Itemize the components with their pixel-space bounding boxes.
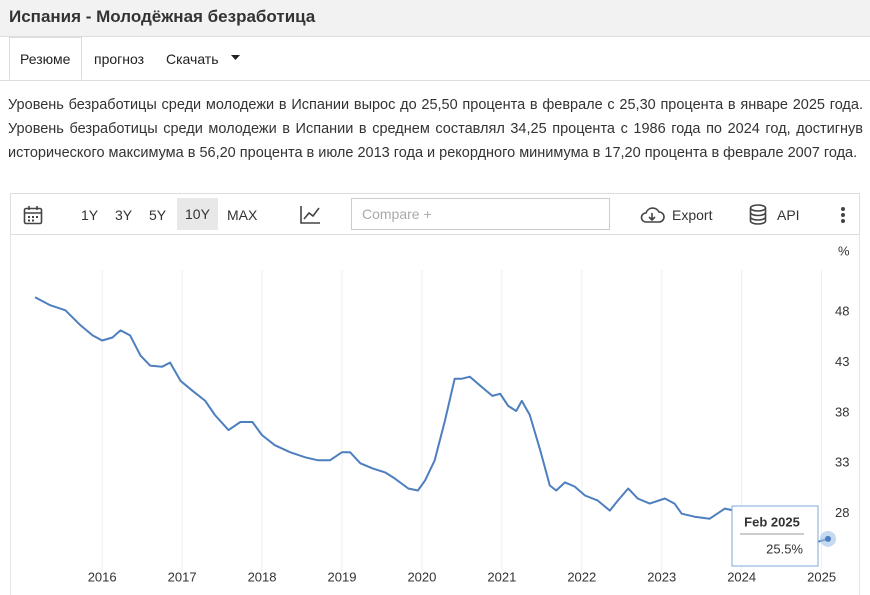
tab[interactable]: Скачать [166, 51, 219, 67]
tooltip-value: 25.5% [766, 541, 803, 556]
unit-label: % [838, 243, 850, 258]
y-tick-label: 38 [835, 404, 849, 419]
api-icon[interactable] [749, 204, 767, 226]
x-tick-label: 2020 [407, 569, 436, 584]
summary-text: Уровень безработицы среди молодежи в Исп… [8, 97, 863, 161]
x-tick-label: 2019 [328, 569, 357, 584]
range-button[interactable]: 10Y [177, 198, 218, 230]
x-tick-label: 2024 [727, 569, 756, 584]
x-tick-label: 2023 [647, 569, 676, 584]
chart-type-icon[interactable] [299, 205, 321, 225]
export-icon[interactable] [639, 205, 665, 225]
title-bar: Испания - Молодёжная безработица [0, 0, 870, 37]
x-tick-label: 2016 [88, 569, 117, 584]
compare-input[interactable]: Compare + [351, 198, 610, 230]
x-tick-label: 2018 [248, 569, 277, 584]
x-tick-label: 2021 [487, 569, 516, 584]
x-tick-label: 2025 [807, 569, 836, 584]
active-tab-box [9, 37, 82, 80]
y-tick-label: 28 [835, 505, 849, 520]
range-button[interactable]: MAX [227, 207, 258, 223]
range-button[interactable]: 1Y [81, 207, 99, 223]
hover-point-core [825, 535, 831, 542]
y-tick-label: 33 [835, 455, 849, 470]
chart-frame [10, 235, 860, 595]
tab[interactable]: Резюме [20, 51, 71, 67]
dropdown-caret [231, 55, 240, 60]
calendar-icon[interactable] [23, 205, 43, 225]
page-title: Испания - Молодёжная безработица [9, 7, 316, 26]
x-tick-label: 2017 [168, 569, 197, 584]
y-tick-label: 48 [835, 304, 849, 319]
export-button[interactable]: Export [672, 207, 713, 223]
range-button[interactable]: 5Y [149, 207, 167, 223]
data-line [34, 296, 829, 544]
tooltip-box [731, 505, 819, 567]
more-icon[interactable] [840, 206, 846, 224]
range-button[interactable]: 3Y [115, 207, 133, 223]
tooltip-title: Feb 2025 [744, 514, 800, 529]
chart-toolbar: 1Y 3Y 5Y 10Y MAX Compare + Export API [10, 193, 860, 235]
y-tick-label: 43 [835, 354, 849, 369]
tab-bar: Резюме прогноз Скачать [0, 37, 870, 81]
chart: % 28 33 38 43 48 2016 2017 2018 2019 2020 2021 2022 2… [34, 243, 850, 584]
tab[interactable]: прогноз [94, 51, 145, 67]
api-button[interactable]: API [777, 207, 800, 223]
x-tick-label: 2022 [567, 569, 596, 584]
